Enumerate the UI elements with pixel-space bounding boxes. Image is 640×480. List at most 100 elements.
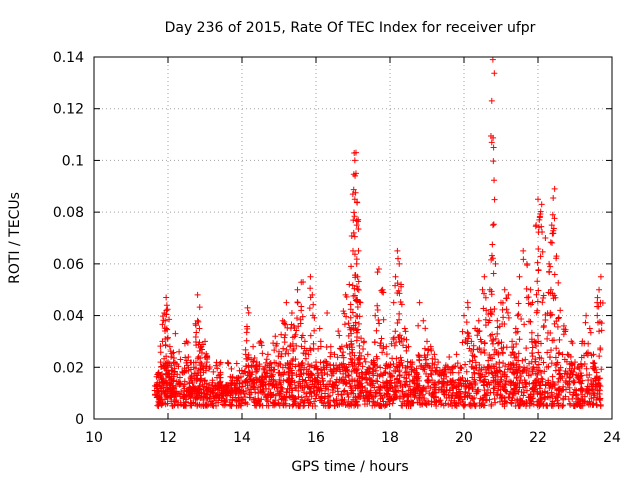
data-point — [523, 345, 530, 352]
data-point — [594, 394, 601, 401]
data-point — [228, 403, 235, 410]
data-point — [292, 363, 299, 370]
data-point — [315, 386, 322, 393]
data-point — [238, 400, 245, 407]
data-point — [570, 389, 577, 396]
data-point — [549, 239, 556, 246]
data-point — [597, 346, 604, 353]
data-point — [539, 378, 546, 385]
data-point — [534, 298, 541, 305]
data-point — [562, 393, 569, 400]
data-point — [475, 386, 482, 393]
data-point — [513, 340, 520, 347]
data-point — [236, 384, 243, 391]
data-point — [550, 195, 557, 202]
data-point — [194, 317, 201, 324]
data-point — [542, 382, 549, 389]
data-point — [393, 355, 400, 362]
data-point — [256, 363, 263, 370]
data-point — [158, 402, 165, 409]
data-point — [517, 397, 524, 404]
data-point — [513, 361, 520, 368]
data-point — [492, 378, 499, 385]
data-point — [334, 354, 341, 361]
data-point — [523, 285, 530, 292]
data-point — [348, 263, 355, 270]
data-point — [248, 389, 255, 396]
data-point — [355, 278, 362, 285]
data-point — [549, 211, 556, 218]
data-point — [535, 361, 542, 368]
data-point — [307, 347, 314, 354]
data-point — [347, 301, 354, 308]
data-point — [472, 402, 479, 409]
data-point — [210, 368, 217, 375]
data-point — [548, 311, 555, 318]
data-point — [341, 364, 348, 371]
data-point — [330, 397, 337, 404]
data-point — [370, 399, 377, 406]
data-point — [345, 393, 352, 400]
data-point — [553, 253, 560, 260]
data-point — [458, 376, 465, 383]
data-point — [421, 345, 428, 352]
data-point — [353, 260, 360, 267]
data-point — [430, 393, 437, 400]
data-point — [593, 369, 600, 376]
chart-title: Day 236 of 2015, Rate Of TEC Index for r… — [165, 20, 536, 36]
data-point — [512, 381, 519, 388]
data-point — [321, 390, 328, 397]
data-point — [309, 402, 316, 409]
data-point — [597, 383, 604, 390]
data-point — [348, 402, 355, 409]
data-point — [313, 363, 320, 370]
data-point — [554, 394, 561, 401]
data-point — [242, 380, 249, 387]
data-point — [251, 355, 258, 362]
data-point — [527, 286, 534, 293]
data-point — [317, 338, 324, 345]
data-point — [216, 361, 223, 368]
data-point — [319, 377, 326, 384]
data-point — [227, 390, 234, 397]
data-point — [173, 390, 180, 397]
data-point — [488, 288, 495, 295]
data-point — [206, 365, 213, 372]
data-point — [168, 362, 175, 369]
data-point — [549, 230, 556, 237]
data-point — [242, 346, 249, 353]
data-point — [360, 395, 367, 402]
data-point — [432, 367, 439, 374]
data-point — [351, 149, 358, 156]
data-point — [377, 340, 384, 347]
data-point — [371, 339, 378, 346]
data-point — [338, 391, 345, 398]
data-point — [330, 382, 337, 389]
data-point — [556, 371, 563, 378]
data-point — [360, 346, 367, 353]
data-point — [281, 339, 288, 346]
data-point — [383, 361, 390, 368]
data-point — [324, 371, 331, 378]
data-point — [443, 387, 450, 394]
data-point — [582, 319, 589, 326]
data-point — [544, 349, 551, 356]
data-point — [516, 273, 523, 280]
data-point — [248, 356, 255, 363]
data-point — [278, 353, 285, 360]
data-point — [537, 340, 544, 347]
data-point — [581, 398, 588, 405]
data-point — [576, 365, 583, 372]
data-point — [307, 285, 314, 292]
data-point — [349, 376, 356, 383]
x-tick-label: 22 — [529, 430, 547, 446]
data-point — [489, 355, 496, 362]
data-point — [241, 368, 248, 375]
data-point — [396, 316, 403, 323]
data-point — [292, 384, 299, 391]
data-point — [538, 355, 545, 362]
data-point — [394, 319, 401, 326]
data-point — [185, 353, 192, 360]
data-point — [403, 402, 410, 409]
data-point — [444, 379, 451, 386]
